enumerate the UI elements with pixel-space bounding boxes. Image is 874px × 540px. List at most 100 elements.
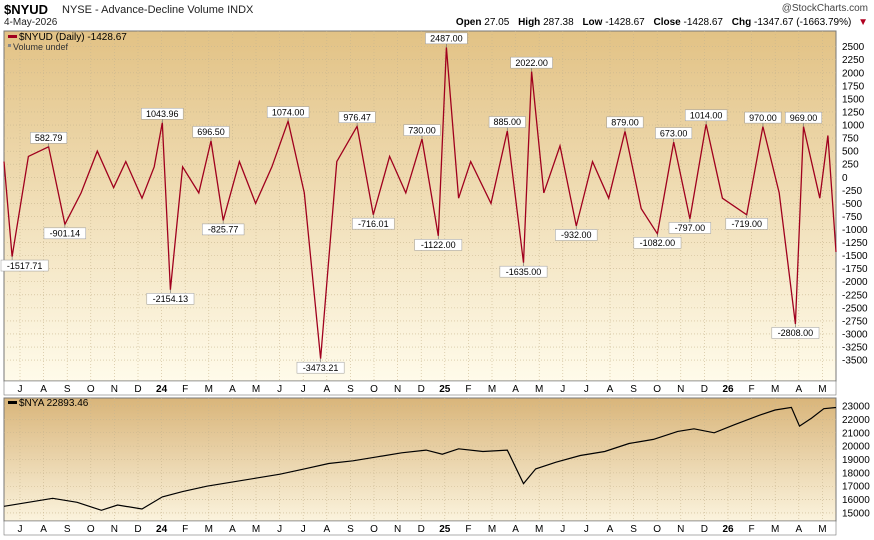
panel-2-x-axis: [3, 520, 837, 536]
x-tick-label: N: [111, 524, 118, 535]
y-tick-label: -2000: [842, 277, 868, 288]
y-tick-label: 16000: [842, 495, 870, 506]
panel-1-x-axis: [3, 380, 837, 396]
x-tick-label: N: [394, 524, 401, 535]
annotation-box: [414, 239, 463, 251]
x-tick-label: M: [818, 384, 826, 395]
symbol-description: NYSE - Advance-Decline Volume INDX: [62, 4, 254, 16]
x-tick-label: J: [560, 524, 565, 535]
x-tick-label: F: [465, 524, 471, 535]
annotation-box: [425, 32, 468, 45]
data-label: 582.79: [35, 133, 63, 143]
legend-swatch-volume: [8, 44, 11, 47]
y-tick-label: -3250: [842, 343, 868, 354]
x-tick-label: 24: [156, 524, 168, 535]
x-tick-label: D: [701, 524, 708, 535]
y-tick-label: -1500: [842, 251, 868, 262]
data-label: -1517.71: [7, 261, 43, 271]
annotation-box: [606, 116, 644, 129]
y-tick-label: -3500: [842, 356, 868, 367]
x-tick-label: F: [465, 384, 471, 395]
annotation-box: [725, 218, 768, 230]
y-tick-label: 250: [842, 160, 859, 171]
x-tick-label: M: [771, 384, 779, 395]
symbol-title: $NYUD: [4, 2, 49, 17]
y-tick-label: -1250: [842, 238, 868, 249]
x-tick-label: S: [630, 384, 637, 395]
y-tick-label: 20000: [842, 442, 870, 453]
brand-watermark: @StockCharts.com: [781, 3, 868, 14]
x-tick-label: A: [323, 384, 330, 395]
annotation-box: [352, 217, 395, 230]
change-value: -1347.67 (-1663.79%): [754, 17, 852, 28]
y-tick-label: 1000: [842, 121, 865, 132]
x-tick-label: S: [64, 384, 71, 395]
data-label: 879.00: [611, 118, 639, 128]
x-tick-label: S: [630, 524, 637, 535]
x-tick-label: J: [277, 384, 282, 395]
series-nya-line: [3, 406, 837, 511]
legend-nya: $NYA 22893.46: [19, 398, 89, 409]
x-tick-label: S: [64, 524, 71, 535]
data-label: -1082.00: [640, 238, 676, 248]
x-tick-label: S: [347, 524, 354, 535]
y-tick-label: -2250: [842, 290, 868, 301]
data-label: -1635.00: [506, 267, 542, 277]
y-tick-label: -250: [842, 186, 862, 197]
y-tick-label: 1250: [842, 107, 865, 118]
data-label: -932.00: [561, 230, 592, 240]
x-tick-label: M: [488, 384, 496, 395]
x-tick-label: 26: [722, 524, 734, 535]
x-tick-label: O: [653, 384, 661, 395]
x-tick-label: M: [488, 524, 496, 535]
high-value: 287.38: [543, 17, 574, 28]
x-tick-label: 26: [722, 384, 734, 395]
x-tick-label: N: [111, 384, 118, 395]
x-tick-label: M: [252, 384, 260, 395]
quote-summary: Open 27.05 High 287.38 Low -1428.67 Clos…: [455, 17, 868, 28]
data-label: 885.00: [493, 117, 521, 127]
annotation-box: [655, 127, 693, 139]
x-tick-label: N: [677, 524, 684, 535]
panel-2-background: [3, 397, 837, 522]
close-value: -1428.67: [683, 17, 723, 28]
x-tick-label: A: [607, 524, 614, 535]
x-tick-label: M: [205, 524, 213, 535]
chart-date: 4-May-2026: [4, 17, 58, 28]
y-tick-label: 1500: [842, 94, 865, 105]
x-tick-label: D: [134, 524, 141, 535]
annotation-box: [555, 229, 598, 241]
data-label: 673.00: [660, 128, 688, 138]
x-tick-label: A: [607, 384, 614, 395]
x-tick-label: F: [749, 384, 755, 395]
y-tick-label: 1750: [842, 81, 865, 92]
x-tick-label: O: [87, 524, 95, 535]
x-tick-label: M: [535, 384, 543, 395]
data-label: 969.00: [790, 113, 818, 123]
x-tick-label: J: [301, 524, 306, 535]
x-tick-label: A: [795, 524, 802, 535]
data-label: 1014.00: [690, 110, 723, 120]
annotation-box: [296, 361, 345, 374]
x-tick-label: F: [182, 384, 188, 395]
y-tick-label: -3000: [842, 329, 868, 340]
x-tick-label: O: [370, 384, 378, 395]
panel-1-background: [3, 30, 837, 382]
annotation-box: [771, 327, 820, 339]
data-label: -825.77: [208, 225, 239, 235]
legend-nyud: $NYUD (Daily) -1428.67: [19, 32, 127, 43]
x-tick-label: M: [205, 384, 213, 395]
x-tick-label: M: [771, 524, 779, 535]
chart-header: $NYUD NYSE - Advance-Decline Volume INDX…: [0, 0, 874, 30]
data-label: -3473.21: [303, 363, 339, 373]
y-tick-label: 17000: [842, 482, 870, 493]
open-value: 27.05: [484, 17, 510, 28]
data-label: -2808.00: [778, 328, 814, 338]
data-label: 1043.96: [146, 109, 179, 119]
x-tick-label: J: [277, 524, 282, 535]
data-label: 970.00: [749, 113, 777, 123]
annotation-box: [146, 293, 195, 305]
y-tick-label: 22000: [842, 415, 870, 426]
x-tick-label: S: [347, 384, 354, 395]
